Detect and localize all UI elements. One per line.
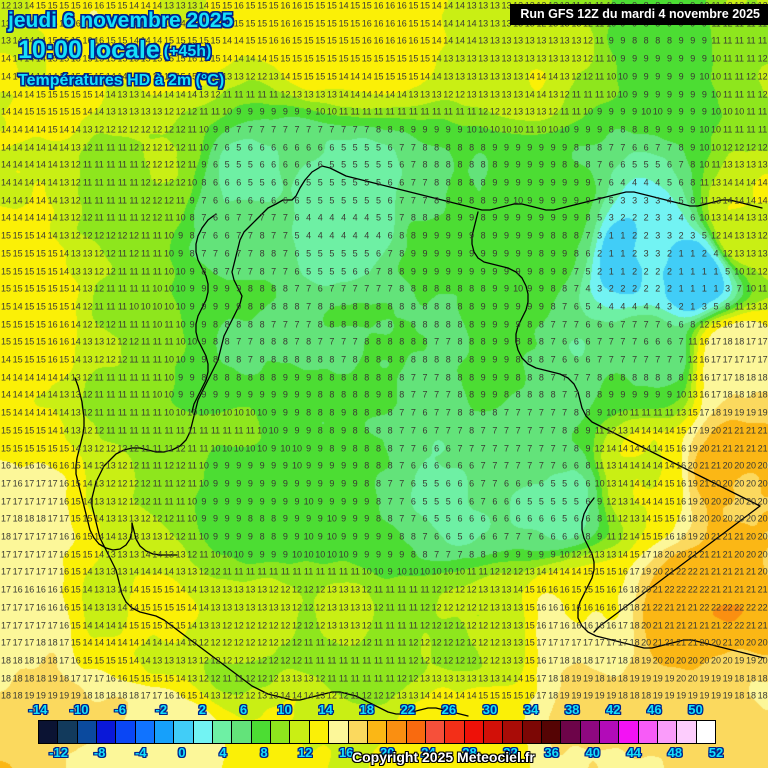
legend-tick-label: -8	[94, 745, 106, 760]
legend-swatch	[116, 721, 136, 743]
legend-tick-label: 44	[627, 745, 641, 760]
legend-swatch	[232, 721, 252, 743]
forecast-lead-time: (+45h)	[164, 43, 212, 60]
legend-swatch	[619, 721, 639, 743]
legend-tick-label: -10	[70, 702, 89, 717]
legend-tick-label: 28	[462, 745, 476, 760]
legend-swatch	[39, 721, 59, 743]
legend-tick-label: -2	[155, 702, 167, 717]
legend-swatch	[638, 721, 658, 743]
legend-swatch	[213, 721, 233, 743]
legend-swatch	[155, 721, 175, 743]
legend-swatch	[561, 721, 581, 743]
forecast-time-label: 10:00 locale (+45h)	[18, 36, 211, 65]
legend-tick-label: 24	[421, 745, 435, 760]
legend-swatch	[135, 721, 156, 743]
legend-swatch	[329, 721, 349, 743]
legend-tick-label: 26	[442, 702, 456, 717]
legend-tick-label: 30	[483, 702, 497, 717]
legend-tick-label: 34	[524, 702, 538, 717]
legend-tick-label: 50	[688, 702, 702, 717]
legend-tick-label: 32	[503, 745, 517, 760]
legend-tick-label: 4	[219, 745, 226, 760]
legend-tick-label: 36	[544, 745, 558, 760]
legend-swatch	[696, 721, 716, 743]
legend-tick-label: 18	[359, 702, 373, 717]
legend-tick-label: -12	[49, 745, 68, 760]
legend-tick-label: 8	[260, 745, 267, 760]
legend-swatch	[348, 721, 368, 743]
legend-swatch	[541, 721, 562, 743]
legend-swatch	[658, 721, 678, 743]
legend-swatch	[174, 721, 194, 743]
legend-tick-label: -6	[114, 702, 126, 717]
legend-swatch	[445, 721, 465, 743]
legend-tick-label: 0	[178, 745, 185, 760]
legend-swatch	[387, 721, 407, 743]
legend-tick-label: -14	[29, 702, 48, 717]
copyright-label: Copyright 2025 Meteociel.fr	[352, 749, 535, 765]
legend-swatch	[580, 721, 600, 743]
legend-swatch	[406, 721, 426, 743]
legend-tick-label: 42	[606, 702, 620, 717]
legend-tick-label: 40	[585, 745, 599, 760]
legend-swatch	[425, 721, 446, 743]
legend-swatch	[677, 721, 697, 743]
legend-swatch	[309, 721, 330, 743]
legend-swatch	[599, 721, 620, 743]
forecast-date-label: jeudi 6 novembre 2025	[8, 9, 233, 33]
legend-tick-label: 2	[199, 702, 206, 717]
legend-swatch	[251, 721, 272, 743]
legend-tick-label: 14	[318, 702, 332, 717]
legend-tick-label: 46	[647, 702, 661, 717]
parameter-label: Températures HD à 2m (°C)	[18, 72, 224, 90]
legend-tick-label: -4	[135, 745, 147, 760]
legend-swatch	[483, 721, 504, 743]
model-run-label: Run GFS 12Z du mardi 4 novembre 2025	[510, 4, 768, 25]
legend-swatch	[77, 721, 98, 743]
legend-swatch	[271, 721, 291, 743]
legend-swatch	[58, 721, 78, 743]
legend-tick-label: 10	[277, 702, 291, 717]
color-scale-legend	[38, 720, 716, 744]
forecast-time-text: 10:00 locale	[18, 36, 160, 64]
legend-swatch	[193, 721, 214, 743]
legend-tick-label: 16	[339, 745, 353, 760]
legend-tick-label: 20	[380, 745, 394, 760]
legend-swatch	[522, 721, 542, 743]
legend-tick-label: 48	[668, 745, 682, 760]
legend-swatch	[464, 721, 484, 743]
legend-tick-label: 38	[565, 702, 579, 717]
legend-tick-label: 52	[709, 745, 723, 760]
legend-swatch	[290, 721, 310, 743]
legend-tick-label: 6	[240, 702, 247, 717]
legend-tick-label: 12	[298, 745, 312, 760]
legend-swatch	[503, 721, 523, 743]
legend-swatch	[97, 721, 117, 743]
legend-swatch	[367, 721, 388, 743]
legend-tick-label: 22	[401, 702, 415, 717]
